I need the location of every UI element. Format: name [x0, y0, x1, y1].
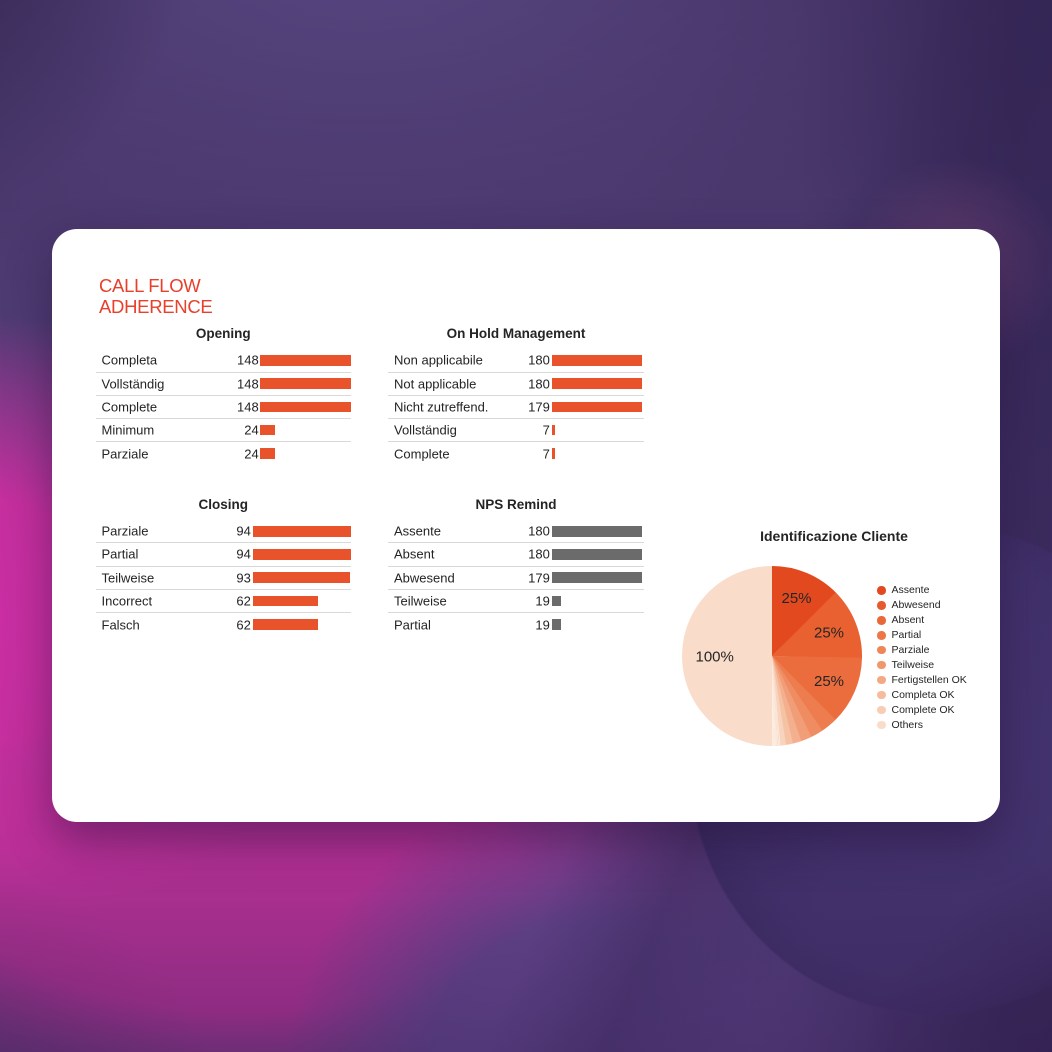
svg-text:25%: 25% [814, 673, 844, 690]
svg-text:25%: 25% [781, 590, 811, 607]
svg-text:100%: 100% [696, 649, 734, 666]
svg-text:25%: 25% [814, 625, 844, 642]
